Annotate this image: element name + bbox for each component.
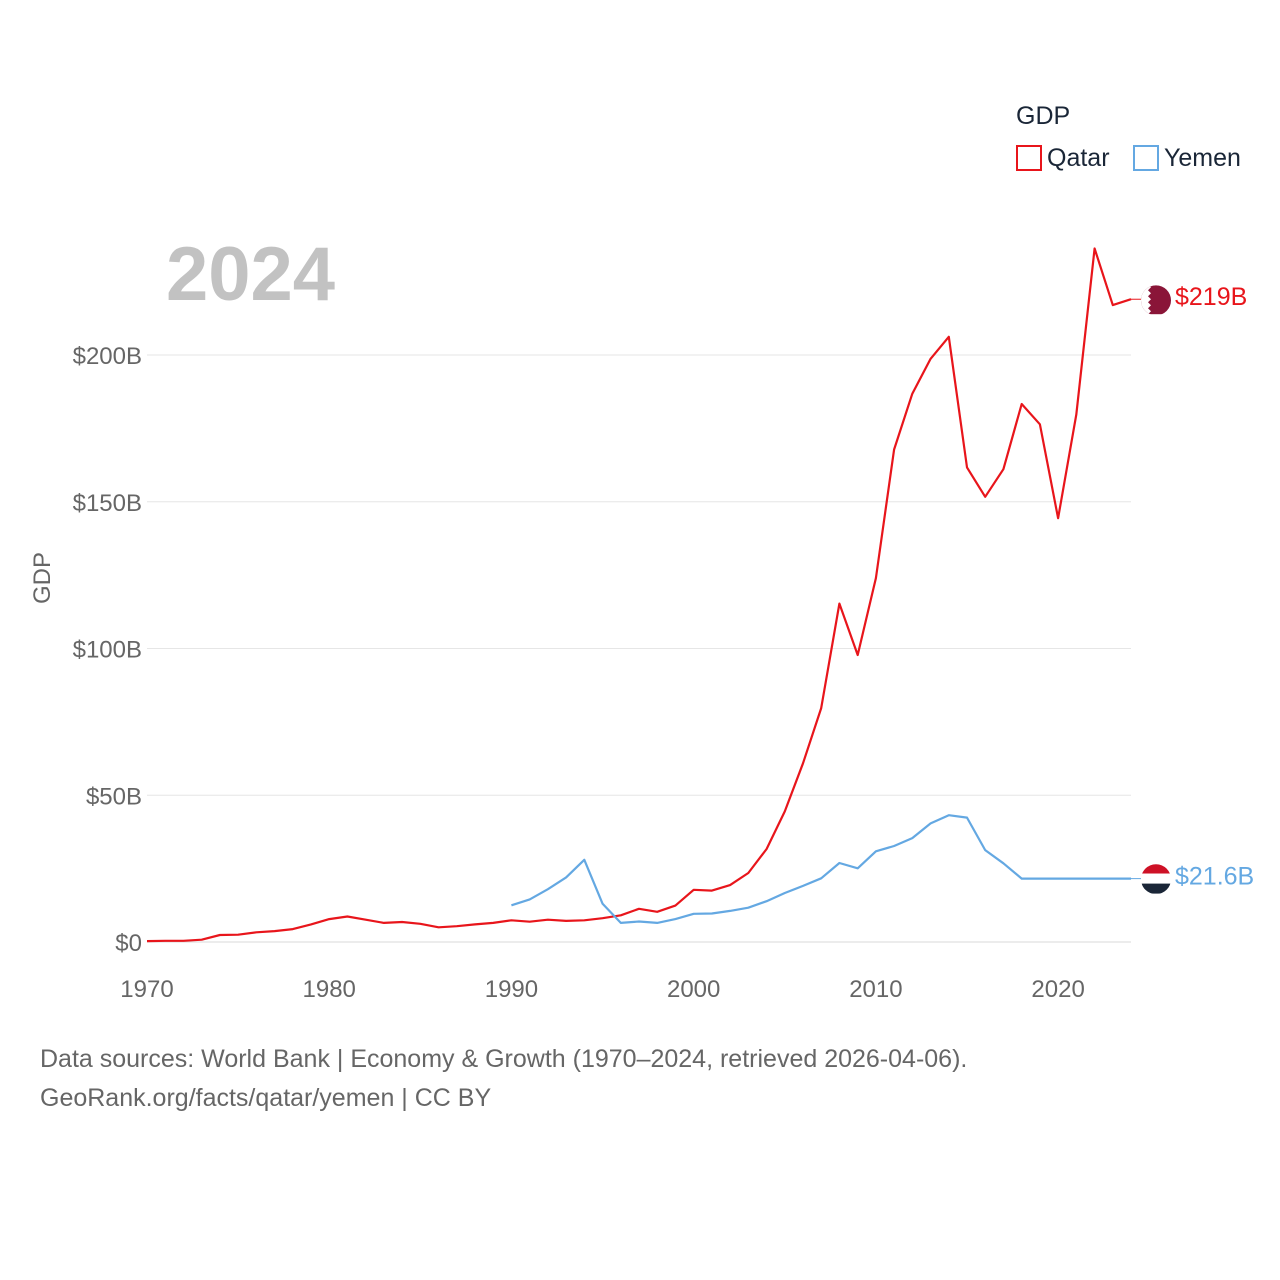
x-tick-label: 1990	[485, 976, 538, 1003]
x-tick-label: 1980	[303, 976, 356, 1003]
source-link[interactable]: GeoRank.org/facts/qatar/yemen | CC BY	[40, 1084, 492, 1112]
y-axis-ticks: $0 $50B $100B $150B $200B	[73, 343, 142, 957]
qatar-end-marker: $219B	[1141, 283, 1247, 315]
legend-label-qatar: Qatar	[1047, 144, 1110, 172]
series-line-yemen[interactable]	[511, 814, 1131, 925]
series-line-qatar[interactable]	[146, 247, 1132, 943]
year-label: 2024	[166, 232, 335, 317]
y-tick-label: $150B	[73, 490, 142, 517]
legend-item-qatar[interactable]: Qatar	[1016, 144, 1110, 172]
yemen-end-marker: $21.6B	[1141, 863, 1254, 894]
x-tick-label: 2000	[667, 976, 720, 1003]
footer: Data sources: World Bank | Economy & Gro…	[40, 1040, 967, 1118]
y-tick-label: $50B	[86, 783, 142, 810]
legend-title: GDP	[1016, 102, 1070, 130]
qatar-flag-icon	[1141, 285, 1171, 315]
legend-label-yemen: Yemen	[1164, 144, 1241, 172]
qatar-end-value: $219B	[1175, 283, 1247, 311]
y-axis-title: GDP	[29, 552, 56, 604]
yemen-flag-icon	[1141, 864, 1171, 894]
legend-swatch-yemen	[1133, 145, 1159, 171]
yemen-end-value: $21.6B	[1175, 863, 1254, 891]
x-tick-label: 2020	[1031, 976, 1084, 1003]
x-tick-label: 1970	[120, 976, 173, 1003]
legend-swatch-qatar	[1016, 145, 1042, 171]
y-tick-label: $200B	[73, 343, 142, 370]
y-tick-label: $0	[115, 930, 142, 957]
legend: GDP Qatar Yemen	[1016, 102, 1241, 172]
series-lines	[146, 247, 1141, 943]
y-tick-label: $100B	[73, 637, 142, 664]
x-tick-label: 2010	[849, 976, 902, 1003]
grid-lines	[147, 354, 1131, 943]
x-axis-ticks: 1970 1980 1990 2000 2010 2020	[120, 976, 1085, 1003]
legend-item-yemen[interactable]: Yemen	[1133, 144, 1241, 172]
data-sources: Data sources: World Bank | Economy & Gro…	[40, 1045, 968, 1073]
